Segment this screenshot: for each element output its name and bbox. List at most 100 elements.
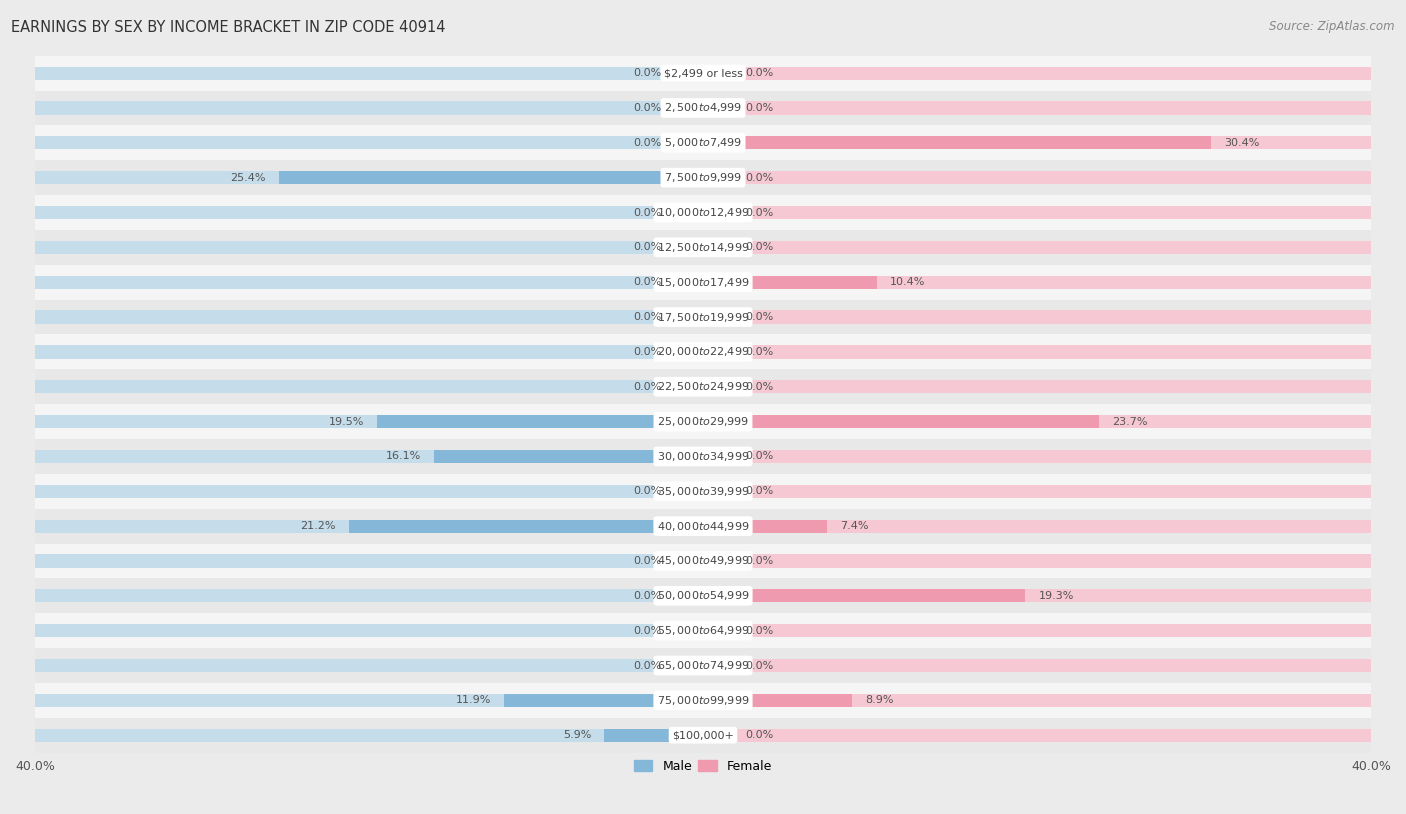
- Text: 0.0%: 0.0%: [633, 486, 661, 497]
- Text: 30.4%: 30.4%: [1225, 138, 1260, 148]
- Bar: [35, 230, 1371, 265]
- Text: 0.0%: 0.0%: [633, 243, 661, 252]
- Text: $20,000 to $22,499: $20,000 to $22,499: [657, 345, 749, 358]
- Bar: [35, 102, 703, 115]
- Bar: [35, 415, 703, 428]
- Bar: [35, 718, 1371, 753]
- Text: $22,500 to $24,999: $22,500 to $24,999: [657, 380, 749, 393]
- Text: 0.0%: 0.0%: [745, 103, 773, 113]
- Text: Source: ZipAtlas.com: Source: ZipAtlas.com: [1270, 20, 1395, 33]
- Text: 0.0%: 0.0%: [745, 243, 773, 252]
- Bar: [35, 55, 1371, 90]
- Text: 0.0%: 0.0%: [633, 278, 661, 287]
- Bar: [703, 67, 1371, 80]
- Bar: [703, 136, 1371, 150]
- Bar: [35, 67, 703, 80]
- Bar: [703, 519, 827, 532]
- Text: 19.5%: 19.5%: [329, 417, 364, 427]
- Text: 0.0%: 0.0%: [745, 660, 773, 671]
- Bar: [605, 729, 703, 742]
- Text: $45,000 to $49,999: $45,000 to $49,999: [657, 554, 749, 567]
- Bar: [35, 206, 703, 219]
- Text: $25,000 to $29,999: $25,000 to $29,999: [657, 415, 749, 428]
- Text: 0.0%: 0.0%: [633, 138, 661, 148]
- Text: $12,500 to $14,999: $12,500 to $14,999: [657, 241, 749, 254]
- Bar: [35, 241, 703, 254]
- Bar: [703, 694, 852, 707]
- Bar: [35, 90, 1371, 125]
- Bar: [434, 450, 703, 463]
- Legend: Male, Female: Male, Female: [628, 755, 778, 777]
- Text: 0.0%: 0.0%: [745, 312, 773, 322]
- Bar: [35, 509, 1371, 544]
- Bar: [703, 345, 1371, 358]
- Bar: [703, 589, 1025, 602]
- Text: 0.0%: 0.0%: [745, 68, 773, 78]
- Bar: [35, 474, 1371, 509]
- Text: EARNINGS BY SEX BY INCOME BRACKET IN ZIP CODE 40914: EARNINGS BY SEX BY INCOME BRACKET IN ZIP…: [11, 20, 446, 35]
- Text: $65,000 to $74,999: $65,000 to $74,999: [657, 659, 749, 672]
- Text: 0.0%: 0.0%: [745, 173, 773, 182]
- Text: 19.3%: 19.3%: [1039, 591, 1074, 601]
- Bar: [349, 519, 703, 532]
- Text: 0.0%: 0.0%: [745, 486, 773, 497]
- Text: 0.0%: 0.0%: [633, 382, 661, 392]
- Bar: [35, 345, 703, 358]
- Bar: [35, 613, 1371, 648]
- Bar: [35, 310, 703, 324]
- Bar: [35, 579, 1371, 613]
- Bar: [377, 415, 703, 428]
- Bar: [703, 206, 1371, 219]
- Text: 0.0%: 0.0%: [745, 452, 773, 462]
- Bar: [35, 450, 703, 463]
- Text: $35,000 to $39,999: $35,000 to $39,999: [657, 485, 749, 498]
- Text: 8.9%: 8.9%: [865, 695, 893, 706]
- Bar: [35, 439, 1371, 474]
- Bar: [703, 310, 1371, 324]
- Text: $50,000 to $54,999: $50,000 to $54,999: [657, 589, 749, 602]
- Bar: [703, 450, 1371, 463]
- Bar: [703, 589, 1371, 602]
- Text: 7.4%: 7.4%: [839, 521, 869, 531]
- Text: 0.0%: 0.0%: [633, 312, 661, 322]
- Text: 10.4%: 10.4%: [890, 278, 925, 287]
- Text: $100,000+: $100,000+: [672, 730, 734, 740]
- Bar: [35, 484, 703, 498]
- Bar: [278, 171, 703, 184]
- Bar: [703, 276, 877, 289]
- Text: $17,500 to $19,999: $17,500 to $19,999: [657, 311, 749, 323]
- Bar: [35, 405, 1371, 439]
- Bar: [35, 335, 1371, 370]
- Bar: [35, 195, 1371, 230]
- Text: $2,499 or less: $2,499 or less: [664, 68, 742, 78]
- Bar: [505, 694, 703, 707]
- Text: 0.0%: 0.0%: [745, 382, 773, 392]
- Text: 11.9%: 11.9%: [456, 695, 491, 706]
- Text: $5,000 to $7,499: $5,000 to $7,499: [664, 136, 742, 149]
- Bar: [35, 171, 703, 184]
- Bar: [35, 519, 703, 532]
- Bar: [703, 519, 1371, 532]
- Bar: [35, 544, 1371, 579]
- Text: $2,500 to $4,999: $2,500 to $4,999: [664, 102, 742, 115]
- Text: 0.0%: 0.0%: [633, 660, 661, 671]
- Bar: [35, 300, 1371, 335]
- Bar: [703, 484, 1371, 498]
- Bar: [35, 160, 1371, 195]
- Bar: [703, 171, 1371, 184]
- Text: $7,500 to $9,999: $7,500 to $9,999: [664, 171, 742, 184]
- Bar: [703, 624, 1371, 637]
- Bar: [703, 415, 1371, 428]
- Text: 0.0%: 0.0%: [745, 730, 773, 740]
- Text: 0.0%: 0.0%: [633, 556, 661, 566]
- Text: 5.9%: 5.9%: [562, 730, 591, 740]
- Bar: [35, 265, 1371, 300]
- Text: 0.0%: 0.0%: [745, 556, 773, 566]
- Bar: [703, 136, 1211, 150]
- Text: $30,000 to $34,999: $30,000 to $34,999: [657, 450, 749, 463]
- Bar: [703, 241, 1371, 254]
- Text: $75,000 to $99,999: $75,000 to $99,999: [657, 694, 749, 707]
- Bar: [703, 694, 1371, 707]
- Bar: [35, 380, 703, 393]
- Text: 0.0%: 0.0%: [745, 626, 773, 636]
